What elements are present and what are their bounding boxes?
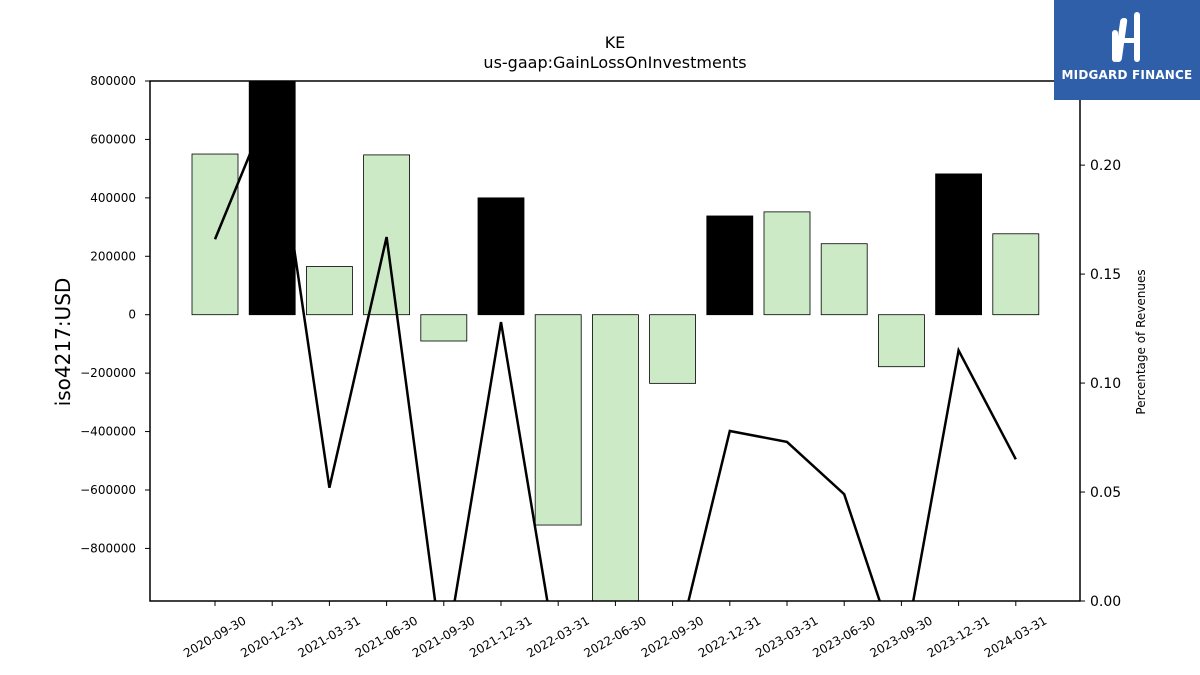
y2-tick-label: 0.10 <box>1090 376 1121 392</box>
y-tick-label: 200000 <box>90 249 136 263</box>
y-tick-label: −400000 <box>80 425 136 439</box>
y2-tick-label: 0.05 <box>1090 485 1121 501</box>
x-tick-label: 2021-06-30 <box>353 613 420 660</box>
bar-2022-03-31 <box>534 314 582 526</box>
chart-title: KE <box>605 33 626 52</box>
x-tick-label: 2020-12-31 <box>238 613 305 660</box>
bar-2020-09-30 <box>191 153 239 316</box>
y2-tick-label: 0.15 <box>1090 267 1121 283</box>
y-tick-label: −200000 <box>80 366 136 380</box>
x-tick-label: 2022-12-31 <box>696 613 763 660</box>
line-series <box>213 95 1017 601</box>
y-tick-label: 800000 <box>90 74 136 88</box>
midgard-logo-icon <box>1112 12 1140 62</box>
y-tick-label: −600000 <box>80 483 136 497</box>
bar-2024-03-31 <box>992 233 1040 316</box>
x-tick-label: 2023-03-31 <box>753 613 820 660</box>
y-tick-label: −800000 <box>80 541 136 555</box>
x-tick-label: 2022-09-30 <box>639 613 706 660</box>
x-tick-label: 2023-12-31 <box>925 613 992 660</box>
bar-2023-09-30 <box>878 314 925 368</box>
x-tick-label: 2020-09-30 <box>181 613 248 660</box>
bar-2020-12-31 <box>248 81 296 316</box>
brand-logo: MIDGARD FINANCE <box>1054 0 1200 100</box>
y2-tick-label: 0.00 <box>1090 594 1121 610</box>
bar-2022-06-30 <box>592 314 639 601</box>
x-tick-label: 2022-06-30 <box>581 613 648 660</box>
bar-2023-12-31 <box>935 173 982 316</box>
y2-tick-label: 0.20 <box>1090 158 1121 174</box>
bar-2023-06-30 <box>820 243 868 316</box>
x-tick-label: 2024-03-31 <box>982 613 1049 660</box>
bar-2021-09-30 <box>420 314 468 342</box>
bar-2021-06-30 <box>363 154 411 316</box>
x-tick-label: 2023-06-30 <box>810 613 877 660</box>
bar-2022-09-30 <box>649 314 696 384</box>
x-tick-label: 2022-03-31 <box>524 613 591 660</box>
bar-2021-12-31 <box>477 197 525 316</box>
x-tick-label: 2021-03-31 <box>295 613 362 660</box>
bar-2023-03-31 <box>763 211 811 316</box>
y-tick-label: 0 <box>128 308 136 322</box>
y-tick-label: 400000 <box>90 191 136 205</box>
x-tick-label: 2023-09-30 <box>867 613 934 660</box>
bar-2022-12-31 <box>706 215 754 316</box>
y2-axis-label: Percentage of Revenues <box>1134 269 1148 414</box>
x-tick-label: 2021-12-31 <box>467 613 534 660</box>
chart-subtitle: us-gaap:GainLossOnInvestments <box>483 53 746 72</box>
logo-text: MIDGARD FINANCE <box>1061 68 1193 82</box>
bar-2021-03-31 <box>305 266 353 316</box>
y-axis-label: iso4217:USD <box>51 278 75 407</box>
x-tick-label: 2021-09-30 <box>410 613 477 660</box>
y-tick-label: 600000 <box>90 132 136 146</box>
